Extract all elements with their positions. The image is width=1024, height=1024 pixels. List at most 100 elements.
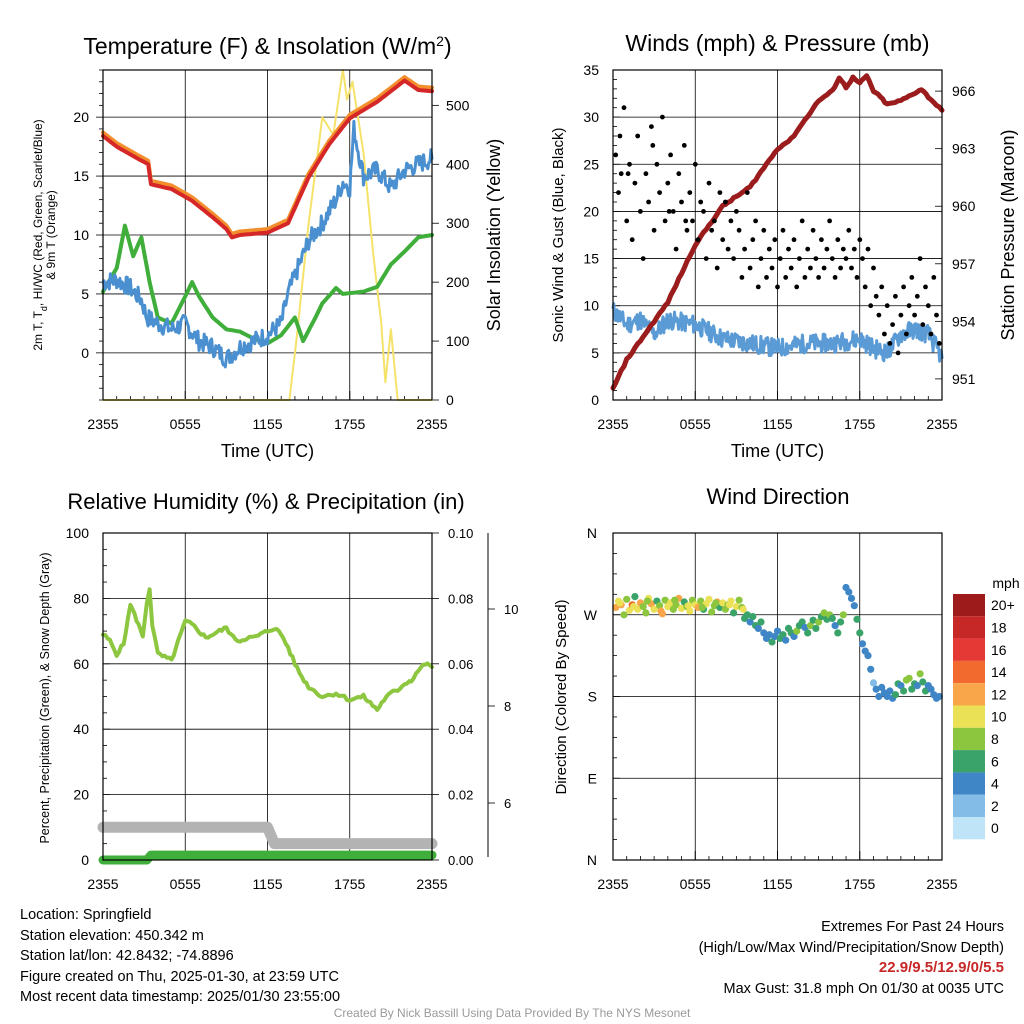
winds-y2tick-label: 966 — [952, 83, 976, 99]
extremes-values: 22.9/9.5/12.9/0/5.5 — [878, 959, 1004, 976]
direction-point — [757, 618, 765, 626]
gust-point — [777, 256, 783, 261]
colorbar-label: 16 — [991, 642, 1007, 658]
direction-point — [620, 611, 628, 619]
gust-point — [714, 265, 720, 271]
gust-point — [873, 293, 879, 299]
colorbar-label: 0 — [991, 820, 999, 836]
temperature-ytick-label: 0 — [81, 345, 89, 361]
gust-point — [720, 237, 726, 243]
gust-point — [786, 246, 791, 252]
temperature-y2tick-label: 400 — [446, 156, 470, 172]
colorbar-swatch — [953, 794, 985, 817]
gust-point — [640, 256, 646, 261]
gust-point — [668, 152, 673, 158]
direction-point — [853, 615, 861, 623]
direction-point — [771, 632, 779, 641]
precip-axis-tick-label: 0.02 — [448, 788, 473, 803]
gust-point — [914, 293, 920, 299]
winds-ytick-label: 10 — [583, 298, 599, 314]
direction-point — [905, 674, 913, 682]
direction-point — [864, 652, 872, 660]
gust-point — [758, 256, 764, 261]
direction-xtick-label: 2355 — [926, 876, 957, 892]
direction-point — [900, 687, 908, 695]
direction-point — [801, 623, 809, 632]
winds-y2tick-label: 951 — [952, 371, 976, 387]
gust-point — [810, 227, 816, 233]
gust-point — [829, 256, 835, 261]
direction-title: Wind Direction — [706, 484, 849, 509]
gust-point — [931, 275, 937, 280]
temperature-xtick-label: 2355 — [416, 416, 447, 432]
gust-point — [621, 105, 627, 111]
gust-point — [879, 284, 885, 290]
gust-point — [849, 265, 854, 271]
temperature-xtick-label: 2355 — [87, 416, 118, 432]
gust-point — [832, 275, 838, 280]
direction-point — [809, 616, 817, 624]
humidity-xtick-label: 1755 — [334, 876, 365, 892]
direction-point — [858, 640, 867, 648]
direction-point — [630, 603, 638, 611]
gust-point — [775, 284, 780, 290]
gust-point — [695, 237, 701, 243]
winds-xtick-label: 2355 — [926, 416, 957, 432]
gust-point — [734, 209, 739, 214]
direction-point — [867, 665, 875, 673]
temperature-ylabel: 2m T, Td, HI/WC (Red, Green, Scarlet/Blu… — [31, 119, 58, 350]
humidity-xtick-label: 0555 — [170, 876, 201, 892]
gust-point — [791, 237, 797, 243]
direction-point — [650, 605, 658, 613]
direction-point — [643, 597, 651, 605]
precip-axis-tick-label: 0.10 — [448, 526, 473, 541]
gust-point — [884, 303, 890, 309]
temperature-ytick-label: 10 — [73, 227, 89, 243]
gust-point — [824, 246, 830, 252]
temperature-ylabel-line1: 2m T, Td, HI/WC (Red, Green, Scarlet/Blu… — [31, 119, 49, 350]
direction-point — [812, 624, 820, 633]
humidity-title: Relative Humidity (%) & Precipitation (i… — [67, 489, 464, 514]
gust-point — [920, 322, 926, 327]
temperature-series-temp_2m — [101, 78, 434, 240]
gust-point — [912, 312, 917, 318]
direction-point — [773, 627, 782, 635]
humidity-ytick-label: 40 — [73, 721, 89, 737]
direction-point — [686, 607, 694, 615]
direction-point — [708, 608, 716, 616]
winds-ytick-label: 5 — [591, 345, 599, 361]
gust-point — [736, 227, 742, 233]
colorbar-swatch — [953, 772, 985, 795]
gust-point — [906, 303, 912, 309]
gust-point — [654, 161, 660, 167]
direction-point — [927, 685, 935, 693]
humidity-ytick-label: 20 — [73, 787, 89, 803]
direction-point — [820, 609, 828, 617]
gust-point — [887, 341, 893, 346]
gust-point — [860, 256, 865, 261]
direction-point — [782, 636, 790, 644]
direction-point — [760, 629, 768, 637]
direction-point — [869, 679, 878, 687]
precip-axis-tick-label: 0.06 — [448, 657, 473, 672]
direction-xtick-label: 1755 — [844, 876, 875, 892]
gust-point — [923, 284, 928, 290]
colorbar-swatch — [953, 638, 985, 661]
direction-point — [697, 597, 705, 605]
colorbar-swatch — [953, 817, 985, 840]
precip-axis-tick-label: 0.08 — [448, 591, 473, 606]
gust-point — [898, 312, 904, 318]
colorbar-swatch — [953, 727, 985, 751]
direction-point — [639, 603, 647, 611]
direction-point — [872, 685, 880, 693]
humidity-plot-border — [102, 532, 433, 861]
gust-point — [851, 246, 857, 252]
colorbar-title: mph — [992, 575, 1019, 591]
direction-point — [875, 692, 883, 701]
gust-point — [624, 218, 630, 224]
direction-point — [935, 692, 943, 701]
gust-point — [805, 246, 811, 252]
gust-point — [835, 237, 841, 243]
colorbar-swatch — [953, 705, 985, 728]
gust-point — [660, 114, 665, 120]
